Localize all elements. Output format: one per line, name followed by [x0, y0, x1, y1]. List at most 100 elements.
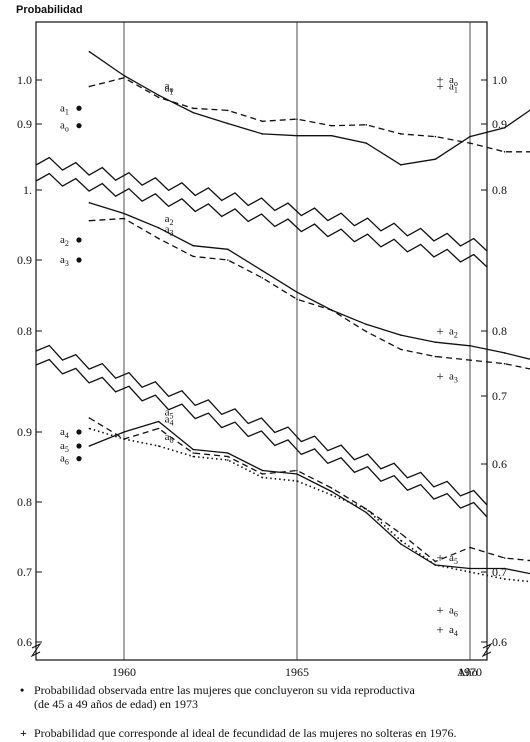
ideal-cross-ao: + — [436, 72, 443, 87]
point-a4-1969 — [434, 560, 437, 563]
separator-band-2-lower — [35, 358, 488, 518]
point-a4-1970 — [469, 546, 471, 549]
point-a4-1968 — [400, 532, 402, 535]
point-a1-1969 — [434, 135, 437, 138]
point-a2-1959 — [88, 202, 91, 204]
separator-band-1-upper — [35, 156, 488, 252]
point-a3-1966 — [330, 309, 333, 311]
point-a2-1962 — [192, 244, 194, 247]
point-a4-1962 — [192, 452, 194, 454]
point-a5-1968 — [400, 543, 402, 545]
point-a5-1970 — [469, 567, 471, 570]
series-line-a1 — [89, 77, 530, 153]
y-tick-left-middle-1: 0.8 — [17, 324, 32, 338]
point-a6-1964 — [261, 476, 264, 479]
point-a3-1962 — [192, 255, 194, 258]
legend-dot-symbol: • — [20, 683, 25, 697]
point-a0-1971 — [503, 127, 506, 129]
point-a3-1968 — [400, 348, 402, 351]
ideal-cross-a3: + — [436, 369, 443, 384]
point-a2-1965 — [296, 291, 298, 293]
point-a6-1966 — [330, 494, 333, 496]
point-a6-1967 — [365, 508, 368, 510]
cross-label-a3: a3 — [449, 371, 458, 385]
point-a2-1970 — [469, 345, 471, 347]
series-label-a4: a4 — [165, 414, 174, 428]
point-a0-1965 — [296, 134, 298, 137]
observed-dot-a2 — [76, 237, 82, 243]
point-a2-1964 — [261, 269, 264, 272]
cross-label-a5: a5 — [449, 552, 458, 566]
series-line-a0 — [89, 51, 530, 166]
y-tick-right-bottom-1: 0.7 — [492, 565, 507, 579]
cross-label-a2: a2 — [449, 326, 458, 340]
series-label-a5: a5 — [165, 407, 174, 421]
axis-break-0 — [30, 642, 42, 658]
observed-dot-a6 — [76, 456, 82, 462]
series-label-a1: a1 — [165, 82, 174, 96]
legend-cross-symbol: + — [20, 726, 27, 740]
point-a0-1964 — [261, 133, 264, 135]
point-a0-1960 — [123, 74, 125, 77]
series-label-a3: a3 — [165, 224, 174, 238]
series-line-a3 — [89, 217, 530, 370]
series-line-a6 — [89, 427, 530, 583]
point-a2-1968 — [400, 334, 402, 336]
y-tick-right-middle-0: 0.8 — [492, 324, 507, 338]
point-a5-1964 — [261, 469, 264, 472]
series-line-a4 — [89, 417, 530, 563]
point-a5-1965 — [296, 473, 298, 475]
point-a4-1966 — [330, 487, 333, 489]
y-tick-left-top-0: 1.0 — [17, 73, 32, 87]
point-a3-1959 — [88, 219, 91, 222]
point-a1-1971 — [503, 150, 506, 153]
point-a3-1970 — [469, 359, 471, 361]
point-a1-1963 — [227, 109, 229, 112]
dot-label-a3: a3 — [60, 254, 69, 268]
series-label-a6: a6 — [165, 431, 174, 445]
point-a4-1971 — [503, 557, 506, 559]
dot-label-ao: ao — [60, 120, 69, 134]
axis-break-1 — [481, 642, 493, 658]
cross-label-ao: ao — [449, 74, 458, 88]
legend-dot-text-line2: (de 45 a 49 años de edad) en 1973 — [34, 697, 198, 711]
point-a5-1959 — [88, 445, 91, 447]
series-label-a2: a2 — [165, 213, 174, 227]
x-tick-1970: 1970 — [458, 665, 482, 679]
y-tick-left-bottom-1: 0.8 — [17, 495, 32, 509]
y-tick-right-top-0: 1.0 — [492, 73, 507, 87]
point-a2-1960 — [123, 212, 125, 215]
ideal-cross-a2: + — [436, 324, 443, 339]
point-a0-1963 — [227, 122, 229, 125]
point-a0-1969 — [434, 158, 437, 160]
point-a0-1961 — [157, 94, 160, 97]
observed-dot-a5 — [76, 443, 82, 449]
dot-label-a2: a2 — [60, 234, 69, 248]
point-a1-1967 — [365, 124, 368, 126]
observed-dot-a3 — [76, 257, 82, 263]
y-tick-right-bottom-2: 0.6 — [492, 635, 507, 649]
point-a6-1971 — [503, 578, 506, 580]
point-a5-1961 — [157, 420, 160, 423]
point-a5-1971 — [503, 567, 506, 570]
y-tick-left-bottom-0: 0.9 — [17, 425, 32, 439]
cross-label-a4: a4 — [449, 624, 458, 638]
point-a3-1961 — [157, 237, 160, 240]
ideal-cross-a6: + — [436, 603, 443, 618]
point-a6-1969 — [434, 564, 437, 566]
point-a6-1963 — [227, 459, 229, 461]
point-a0-1968 — [400, 164, 402, 166]
point-a1-1959 — [88, 85, 91, 88]
plot-frame — [35, 21, 488, 661]
point-a3-1967 — [365, 330, 368, 333]
point-a1-1970 — [469, 142, 471, 144]
point-a0-1966 — [330, 134, 333, 137]
point-a3-1964 — [261, 277, 264, 279]
point-a3-1960 — [123, 217, 125, 220]
ideal-cross-a5: + — [436, 550, 443, 565]
dot-label-a1: a1 — [60, 102, 69, 116]
point-a3-1963 — [227, 259, 229, 261]
point-a1-1962 — [192, 107, 194, 110]
point-a1-1968 — [400, 133, 402, 135]
point-a3-1969 — [434, 355, 437, 358]
